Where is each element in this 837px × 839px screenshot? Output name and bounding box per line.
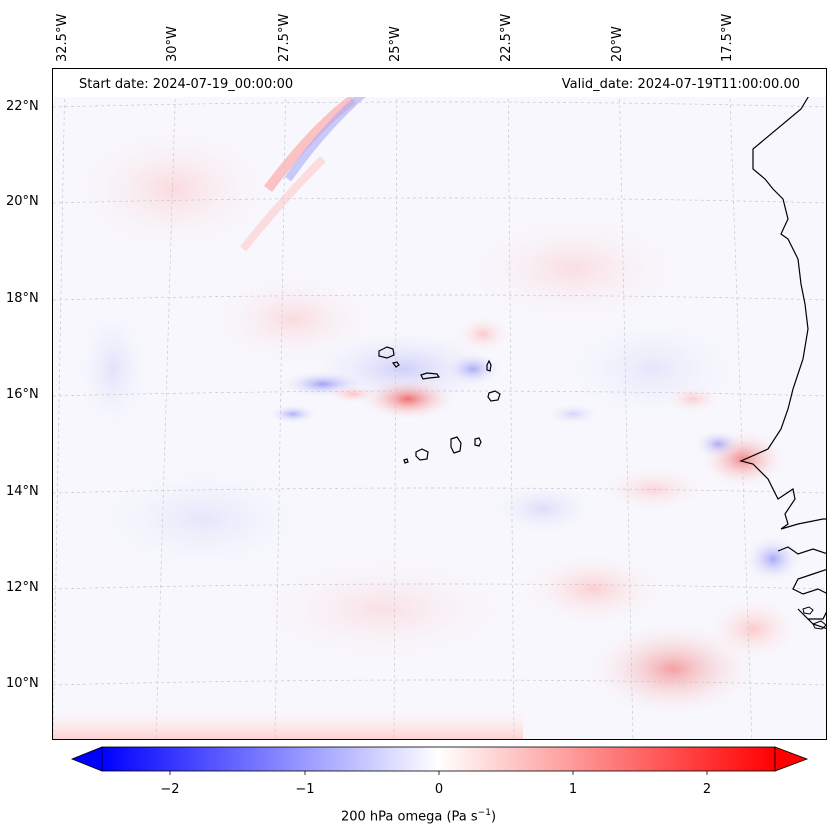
- island-boa-vista: [487, 390, 501, 402]
- field-patch: [663, 384, 723, 414]
- island-sal: [486, 359, 492, 372]
- meridian-25w: [393, 69, 398, 739]
- parallel-16n: [53, 390, 826, 397]
- header-strip: [53, 69, 826, 97]
- lat-label-18n: 18°N: [6, 291, 39, 306]
- omega-field-map: [53, 69, 826, 739]
- map-frame: [52, 68, 827, 740]
- colorbar-body: [101, 746, 776, 772]
- parallel-22n: [53, 101, 826, 108]
- field-patch: [358, 377, 458, 421]
- colorbar-min-arrow: [70, 746, 103, 772]
- meridian-20w: [618, 69, 634, 739]
- lon-label-17-5w: 17.5°W: [720, 13, 735, 62]
- lon-label-27-5w: 27.5°W: [277, 13, 292, 62]
- field-patch: [453, 314, 513, 354]
- lat-label-16n: 16°N: [6, 387, 39, 402]
- island-fogo: [415, 448, 429, 461]
- colorbar-title: 200 hPa omega (Pa s−1): [0, 808, 837, 824]
- lon-label-32-5w: 32.5°W: [55, 13, 70, 62]
- field-patch: [323, 384, 383, 404]
- meridian-22-5w: [507, 69, 515, 739]
- parallel-20n: [53, 197, 826, 204]
- lat-label-14n: 14°N: [6, 484, 39, 499]
- island-sao-nicolau: [420, 372, 441, 380]
- meridian-27-5w: [274, 69, 287, 739]
- meridian-17-5w: [728, 69, 753, 739]
- island-brava: [403, 458, 409, 464]
- colorbar-tick-minus-1: −1: [295, 782, 315, 797]
- colorbar-label-end: ): [490, 809, 497, 825]
- field-patch: [443, 351, 503, 387]
- colorbar: [70, 746, 809, 775]
- colorbar-max-arrow: [774, 746, 809, 772]
- island-sao-vicente: [391, 361, 400, 368]
- field-streak: [264, 95, 357, 193]
- cape-verde-islands: [378, 346, 501, 464]
- colorbar-tick-minus-2: −2: [160, 782, 180, 797]
- parallel-10n: [53, 679, 826, 686]
- colorbar-tick-0: 0: [434, 782, 444, 797]
- island-santiago: [450, 436, 462, 454]
- lon-label-30w: 30°W: [165, 26, 180, 62]
- colorbar-tick-1: 1: [568, 782, 578, 797]
- island-santo-antao: [378, 346, 395, 359]
- lat-label-22n: 22°N: [6, 99, 39, 114]
- parallel-14n: [53, 487, 826, 494]
- field-patch: [703, 594, 803, 664]
- colorbar-label: 200 hPa omega (Pa s: [340, 809, 478, 825]
- field-bottom-band: [53, 704, 523, 739]
- colorbar-tick-2: 2: [702, 782, 712, 797]
- field-patch: [693, 429, 743, 459]
- field-patch: [73, 299, 153, 439]
- valid-date-label: Valid_date: 2024-07-19T11:00:00.00: [561, 77, 800, 92]
- colorbar-label-exponent: −1: [477, 808, 491, 818]
- field-streak: [239, 156, 326, 252]
- meridian-30w: [155, 69, 177, 739]
- field-patch: [743, 534, 803, 584]
- start-date-label: Start date: 2024-07-19_00:00:00: [79, 77, 294, 92]
- lat-label-12n: 12°N: [6, 580, 39, 595]
- african-coastline: [739, 73, 826, 530]
- lon-label-25w: 25°W: [388, 26, 403, 62]
- bissagos-islands: [802, 606, 826, 630]
- field-patch: [63, 119, 283, 259]
- meridian-32-5w: [53, 69, 66, 739]
- lat-label-20n: 20°N: [6, 194, 39, 209]
- lon-label-20w: 20°W: [610, 26, 625, 62]
- field-patch: [243, 549, 523, 669]
- field-streak: [284, 90, 366, 182]
- field-patch: [83, 459, 323, 579]
- african-coastline-south: [777, 546, 826, 629]
- colorbar-ticks: [169, 771, 708, 775]
- field-patch: [593, 464, 713, 514]
- field-patch: [483, 479, 603, 539]
- graticule: [53, 69, 826, 739]
- parallel-18n: [53, 294, 826, 301]
- lat-label-10n: 10°N: [6, 676, 39, 691]
- field-patch: [268, 404, 318, 424]
- island-maio: [474, 437, 482, 447]
- lon-label-22-5w: 22.5°W: [499, 13, 514, 62]
- field-patch: [453, 209, 693, 329]
- field-patch: [543, 402, 603, 426]
- parallel-12n: [53, 583, 826, 590]
- field-patch: [513, 549, 673, 629]
